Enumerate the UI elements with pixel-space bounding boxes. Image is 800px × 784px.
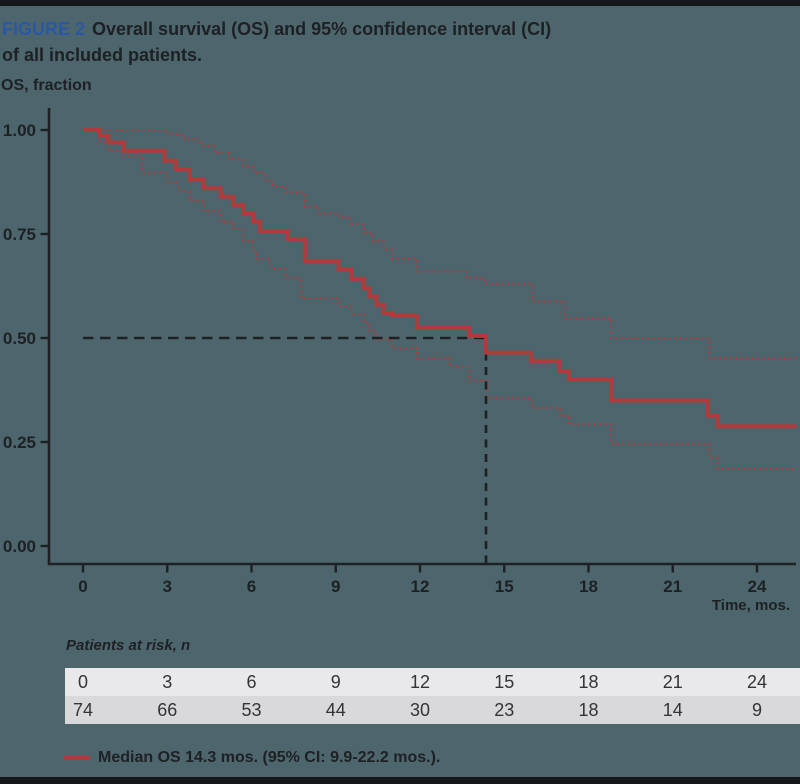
at-risk-time-cell: 0 <box>77 672 88 692</box>
y-tick-label: 0.50 <box>3 329 36 348</box>
figure-title-line1: Overall survival (OS) and 95% confidence… <box>92 19 552 39</box>
at-risk-count-cell: 30 <box>409 700 431 720</box>
y-tick-label: 1.00 <box>3 121 36 140</box>
at-risk-count-cell: 14 <box>662 700 683 720</box>
ci-upper-curve-path <box>83 129 797 359</box>
figure-title-line2: of all included patients. <box>2 45 203 65</box>
y-axis-title: OS, fraction <box>1 77 92 94</box>
x-tick-label: 18 <box>579 577 598 596</box>
y-tick-label: 0.25 <box>3 433 36 452</box>
top-border-bar <box>0 0 800 6</box>
at-risk-count-cell: 18 <box>578 700 599 720</box>
y-tick-label: 0.00 <box>3 537 36 556</box>
at-risk-count-cell: 66 <box>157 700 178 720</box>
figure-caption: FIGURE 2 Overall survival (OS) and 95% co… <box>2 16 551 68</box>
x-tick-label: 6 <box>247 577 256 596</box>
at-risk-time-row: 0 3 6 9 12 15 18 21 24 <box>65 668 800 696</box>
ci-lower-curve-path <box>83 129 797 470</box>
at-risk-count-row: 74 66 53 44 30 23 18 14 9 <box>65 696 800 724</box>
legend: Median OS 14.3 mos. (95% CI: 9.9-22.2 mo… <box>64 748 440 768</box>
at-risk-count-cell: 44 <box>325 700 346 720</box>
at-risk-time-cell: 24 <box>746 672 768 692</box>
figure-caption-line1: FIGURE 2 Overall survival (OS) and 95% co… <box>2 16 551 42</box>
median-os-line-swatch <box>64 756 90 760</box>
x-axis-title: Time, mos. <box>711 597 790 614</box>
at-risk-count-cell: 53 <box>241 700 262 720</box>
x-tick-label: 15 <box>495 577 514 596</box>
at-risk-time-cell: 15 <box>494 672 515 692</box>
at-risk-time-cell: 6 <box>246 672 257 692</box>
x-tick-label: 3 <box>163 577 172 596</box>
bottom-border-bar <box>0 777 800 784</box>
at-risk-time-cell: 9 <box>330 672 341 692</box>
at-risk-time-cell: 21 <box>662 672 683 692</box>
at-risk-heading: Patients at risk, n <box>66 637 191 654</box>
figure-number-label: FIGURE 2 <box>2 19 86 39</box>
at-risk-count-cell: 23 <box>494 700 515 720</box>
x-tick-label: 21 <box>663 577 682 596</box>
os-curve-path <box>83 128 797 429</box>
x-tick-label: 9 <box>331 577 340 596</box>
axis-lines <box>47 108 796 566</box>
x-tick-label: 24 <box>748 577 767 596</box>
x-tick-label: 12 <box>411 577 430 596</box>
x-tick-label: 0 <box>78 577 87 596</box>
km-survival-chart: 1.00 0.75 0.50 0.25 0.00 0 3 6 9 12 15 18 21 24 <box>3 108 797 596</box>
y-tick-label: 0.75 <box>3 225 36 244</box>
legend-label: Median OS 14.3 mos. (95% CI: 9.9-22.2 mo… <box>98 749 441 766</box>
at-risk-time-cell: 12 <box>409 672 431 692</box>
at-risk-time-cell: 3 <box>162 672 173 692</box>
at-risk-time-cell: 18 <box>578 672 599 692</box>
at-risk-count-cell: 74 <box>72 700 94 720</box>
at-risk-count-cell: 9 <box>751 700 762 720</box>
